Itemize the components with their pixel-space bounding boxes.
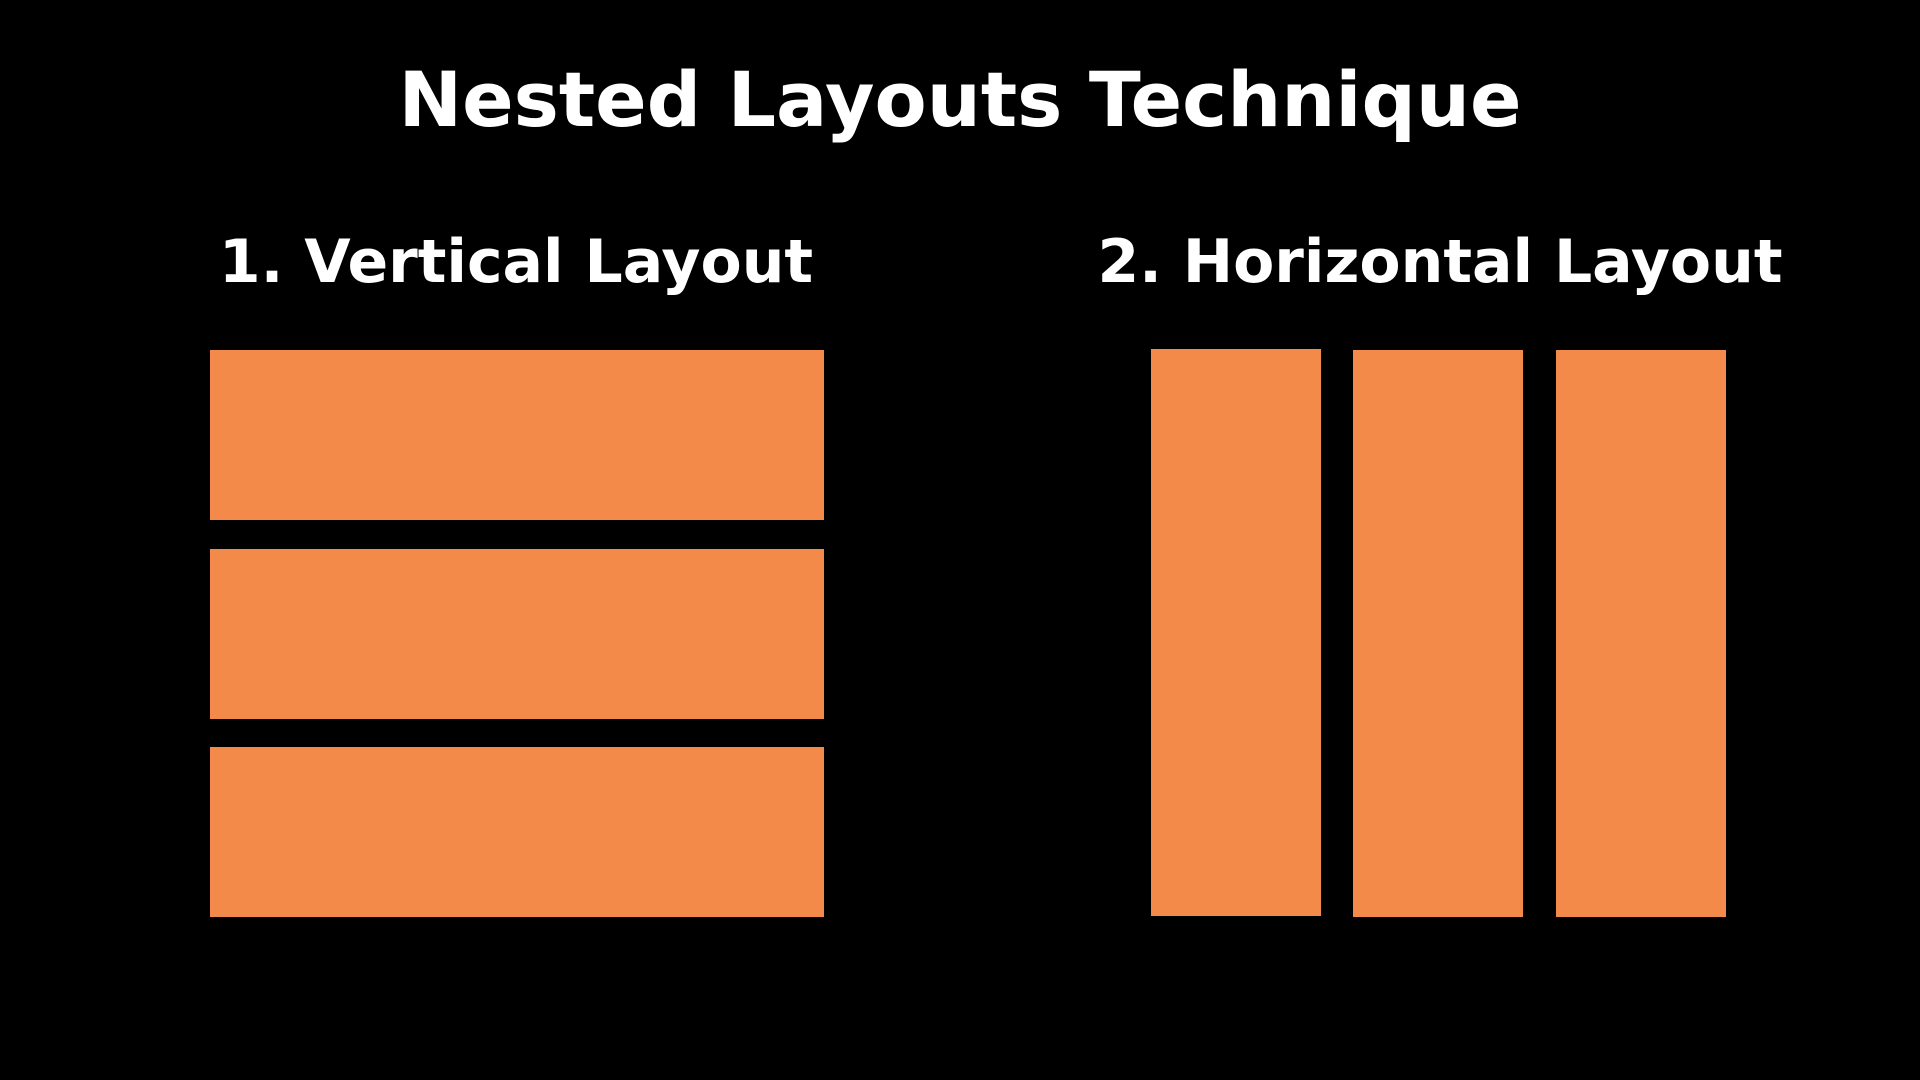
vertical-layout-row-3	[210, 747, 824, 917]
horizontal-layout-column-2	[1353, 350, 1523, 917]
horizontal-layout-column-1	[1151, 349, 1321, 916]
vertical-layout-heading: 1. Vertical Layout	[218, 227, 814, 297]
vertical-layout-row-1	[210, 350, 824, 520]
horizontal-layout-heading: 2. Horizontal Layout	[1097, 227, 1783, 297]
horizontal-layout-column-3	[1556, 350, 1726, 917]
vertical-layout-row-2	[210, 549, 824, 719]
slide-title: Nested Layouts Technique	[398, 55, 1522, 144]
